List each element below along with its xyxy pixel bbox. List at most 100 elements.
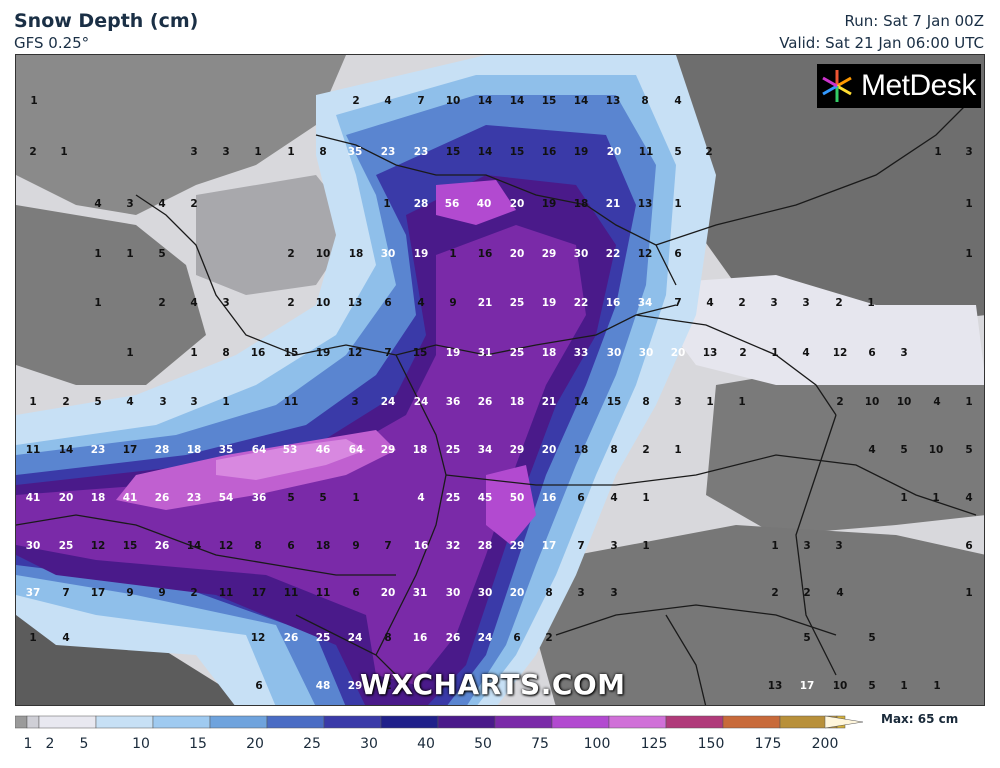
snow-depth-value: 3 <box>190 396 197 408</box>
snow-depth-value: 1 <box>94 297 101 309</box>
snow-depth-value: 35 <box>219 444 234 456</box>
snow-depth-value: 1 <box>965 198 972 210</box>
snow-depth-value: 36 <box>252 492 267 504</box>
snow-depth-value: 28 <box>478 540 493 552</box>
snow-depth-value: 29 <box>510 444 525 456</box>
snow-depth-value: 7 <box>384 540 391 552</box>
dark-terrain-nw <box>16 55 346 215</box>
snow-depth-value: 7 <box>62 587 69 599</box>
snow-depth-value: 19 <box>542 297 557 309</box>
snow-depth-value: 11 <box>316 587 331 599</box>
snow-depth-value: 14 <box>478 146 493 158</box>
snow-depth-value: 25 <box>446 444 461 456</box>
legend-tick-label: 125 <box>640 736 668 752</box>
snow-depth-map: 1 2 4 7 10 14 14 15 14 13 8 4 2 1 3 3 1 1 8 35 23 23 15 14 15 16 1… <box>15 54 985 706</box>
snow-depth-value: 9 <box>449 297 456 309</box>
snow-depth-value: 20 <box>510 587 525 599</box>
snow-depth-value: 4 <box>417 297 424 309</box>
snow-depth-value: 15 <box>510 146 525 158</box>
snow-depth-value: 29 <box>381 444 396 456</box>
snow-depth-value: 17 <box>800 680 815 692</box>
snow-depth-value: 6 <box>287 540 294 552</box>
snow-depth-value: 15 <box>446 146 461 158</box>
legend-swatch <box>722 715 781 729</box>
snow-depth-value: 7 <box>674 297 681 309</box>
snow-depth-value: 29 <box>510 540 525 552</box>
snow-depth-value: 16 <box>251 347 266 359</box>
snow-depth-value: 4 <box>610 492 617 504</box>
snow-depth-value: 9 <box>126 587 133 599</box>
snow-depth-value: 1 <box>867 297 874 309</box>
legend-tick-label: 75 <box>531 736 549 752</box>
snow-depth-value: 21 <box>542 396 557 408</box>
snow-depth-value: 2 <box>642 444 649 456</box>
snow-depth-value: 6 <box>965 540 972 552</box>
snow-depth-value: 11 <box>219 587 234 599</box>
snow-depth-value: 1 <box>190 347 197 359</box>
snow-depth-value: 26 <box>446 632 461 644</box>
snow-depth-value: 12 <box>91 540 106 552</box>
snow-depth-value: 2 <box>705 146 712 158</box>
snow-depth-value: 1 <box>449 248 456 260</box>
snow-depth-value: 1 <box>900 680 907 692</box>
snow-depth-value: 13 <box>348 297 363 309</box>
snow-depth-value: 28 <box>414 198 429 210</box>
snow-depth-value: 1 <box>29 632 36 644</box>
snow-depth-value: 41 <box>26 492 41 504</box>
snow-depth-value: 4 <box>802 347 809 359</box>
snow-depth-value: 1 <box>771 540 778 552</box>
snow-depth-value: 1 <box>287 146 294 158</box>
snow-depth-value: 3 <box>674 396 681 408</box>
snow-depth-value: 8 <box>642 396 649 408</box>
light-gray-patch <box>196 175 356 295</box>
snow-depth-value: 18 <box>413 444 428 456</box>
snow-depth-value: 25 <box>510 297 525 309</box>
snow-depth-value: 1 <box>30 95 37 107</box>
snow-depth-value: 21 <box>478 297 493 309</box>
legend-swatch <box>380 715 439 729</box>
snow-depth-value: 41 <box>123 492 138 504</box>
snow-depth-value: 16 <box>413 632 428 644</box>
snow-depth-value: 10 <box>929 444 944 456</box>
snow-depth-value: 3 <box>900 347 907 359</box>
model-label: GFS 0.25° <box>14 34 90 52</box>
snow-depth-value: 20 <box>381 587 396 599</box>
legend-swatch <box>38 715 97 729</box>
snow-depth-value: 54 <box>219 492 234 504</box>
legend-tick-label: 100 <box>583 736 611 752</box>
snow-depth-value: 5 <box>287 492 294 504</box>
snow-max-core <box>216 439 366 480</box>
legend-tick-label: 150 <box>697 736 725 752</box>
map-canvas: 1 2 4 7 10 14 14 15 14 13 8 42 1 3 3 1 1 8 35 23 23 15 14 15 16 1… <box>16 55 984 705</box>
legend-tick-label: 200 <box>811 736 839 752</box>
snow-depth-value: 1 <box>674 198 681 210</box>
snow-depth-value: 2 <box>352 95 359 107</box>
wxcharts-watermark: WXCHARTS.COM <box>360 668 626 701</box>
snow-depth-value: 1 <box>965 396 972 408</box>
snow-depth-value: 3 <box>770 297 777 309</box>
snow-depth-value: 1 <box>642 540 649 552</box>
snow-depth-value: 4 <box>933 396 940 408</box>
snow-depth-value: 3 <box>610 587 617 599</box>
snow-depth-value: 28 <box>155 444 170 456</box>
snow-depth-value: 1 <box>738 396 745 408</box>
legend-tick-label: 15 <box>189 736 207 752</box>
snow-depth-value: 4 <box>965 492 972 504</box>
snow-depth-value: 10 <box>833 680 848 692</box>
snow-depth-value: 8 <box>222 347 229 359</box>
snow-depth-value: 18 <box>316 540 331 552</box>
legend-tick-label: 2 <box>45 736 55 752</box>
snow-depth-value: 18 <box>510 396 525 408</box>
snow-depth-value: 1 <box>900 492 907 504</box>
snow-depth-value: 6 <box>384 297 391 309</box>
snow-depth-value: 26 <box>155 492 170 504</box>
snow-depth-value: 17 <box>542 540 557 552</box>
snow-depth-value: 12 <box>251 632 266 644</box>
snow-band-violet <box>16 225 586 685</box>
snow-depth-value: 2 <box>771 587 778 599</box>
snow-depth-value: 1 <box>60 146 67 158</box>
snow-depth-value: 4 <box>126 396 133 408</box>
snow-depth-value: 14 <box>574 396 589 408</box>
snow-depth-value: 17 <box>91 587 106 599</box>
snow-depth-value: 5 <box>94 396 101 408</box>
